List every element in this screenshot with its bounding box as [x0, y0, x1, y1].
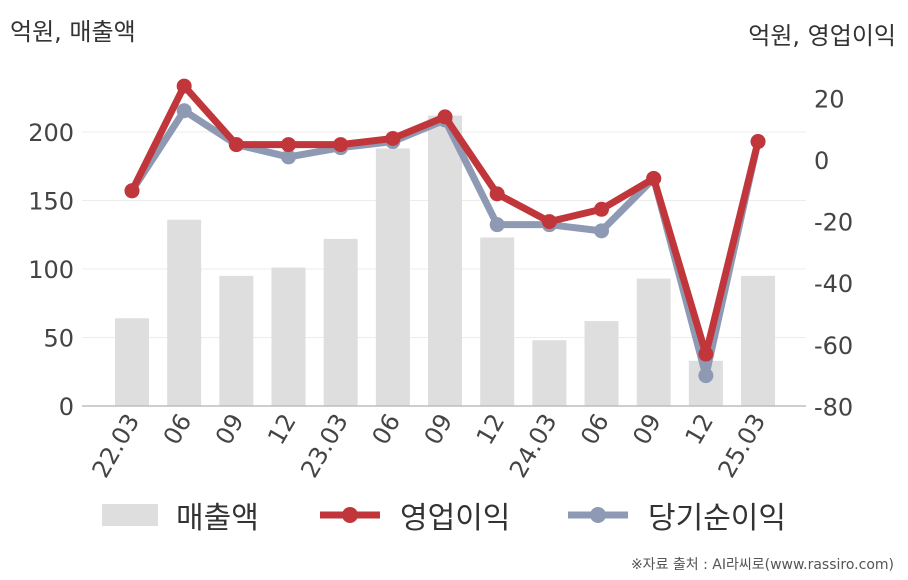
- point-operating-profit: [750, 134, 766, 150]
- legend: 매출액 영업이익 당기순이익: [0, 490, 908, 540]
- x-tick-label: 22.03: [87, 409, 146, 483]
- point-operating-profit: [228, 137, 244, 153]
- y-right-tick-label: -60: [814, 332, 853, 360]
- y-left-tick-label: 150: [28, 188, 74, 216]
- x-tick-label: 12: [680, 409, 720, 449]
- point-operating-profit: [594, 201, 610, 217]
- point-operating-profit: [124, 183, 140, 199]
- x-tick-label: 09: [627, 409, 667, 449]
- x-tick-label: 23.03: [295, 409, 354, 483]
- x-tick-label: 24.03: [504, 409, 563, 483]
- x-tick-label: 25.03: [713, 409, 772, 483]
- legend-swatch-net-income: [568, 507, 628, 523]
- legend-swatch-operating-profit: [320, 507, 380, 523]
- point-net-income: [594, 223, 610, 239]
- y-right-tick-label: -40: [814, 270, 853, 298]
- legend-item-net-income: 당기순이익: [566, 490, 786, 540]
- source-note: ※자료 출처 : AI라씨로(www.rassiro.com): [630, 557, 894, 573]
- bar-revenue: [375, 148, 410, 406]
- y-right-tick-label: 20: [814, 85, 845, 113]
- bar-revenue: [271, 267, 306, 406]
- bar-revenue: [323, 238, 358, 406]
- revenue-bars: [115, 115, 776, 406]
- point-operating-profit: [333, 137, 349, 153]
- point-net-income: [698, 368, 714, 384]
- y-right-tick-label: -80: [814, 393, 853, 421]
- legend-label-revenue: 매출액: [176, 501, 259, 536]
- legend-swatch-revenue: [102, 504, 158, 526]
- x-tick-label: 12: [471, 409, 511, 449]
- y-right-tick-label: 0: [814, 147, 829, 175]
- bar-revenue: [741, 275, 776, 406]
- point-operating-profit: [385, 130, 401, 146]
- legend-label-operating-profit: 영업이익: [400, 501, 511, 536]
- point-operating-profit: [541, 214, 557, 230]
- x-tick-label: 06: [367, 409, 407, 449]
- bar-revenue: [428, 115, 463, 406]
- point-operating-profit: [281, 137, 297, 153]
- y-left-tick-label: 200: [28, 119, 74, 147]
- point-net-income: [489, 217, 505, 233]
- bar-revenue: [532, 340, 567, 406]
- profit-lines: [124, 78, 766, 384]
- bar-revenue: [115, 318, 149, 406]
- bar-revenue: [167, 219, 202, 406]
- bar-revenue: [636, 278, 671, 406]
- bar-revenue: [584, 321, 619, 406]
- point-operating-profit: [489, 186, 505, 202]
- y-left-tick-label: 50: [43, 325, 74, 353]
- bar-revenue: [219, 275, 254, 406]
- right-axis-unit: 억원, 영업이익: [748, 22, 896, 50]
- y-right-tick-label: -20: [814, 209, 853, 237]
- x-tick-label: 06: [158, 409, 198, 449]
- left-axis-unit: 억원, 매출액: [10, 18, 136, 46]
- point-net-income: [176, 103, 192, 119]
- point-operating-profit: [646, 170, 662, 186]
- point-operating-profit: [176, 78, 192, 94]
- x-tick-label: 09: [419, 409, 459, 449]
- x-tick-label: 06: [575, 409, 615, 449]
- x-tick-label: 09: [210, 409, 250, 449]
- point-net-income: [281, 149, 297, 165]
- point-operating-profit: [437, 109, 453, 125]
- legend-label-net-income: 당기순이익: [648, 501, 786, 536]
- legend-item-operating-profit: 영업이익: [318, 490, 510, 540]
- y-left-tick-label: 0: [59, 393, 74, 421]
- x-tick-label: 12: [262, 409, 302, 449]
- bar-revenue: [480, 237, 515, 406]
- legend-item-revenue: 매출액: [102, 490, 259, 540]
- y-left-tick-label: 100: [28, 256, 74, 284]
- point-operating-profit: [698, 346, 714, 362]
